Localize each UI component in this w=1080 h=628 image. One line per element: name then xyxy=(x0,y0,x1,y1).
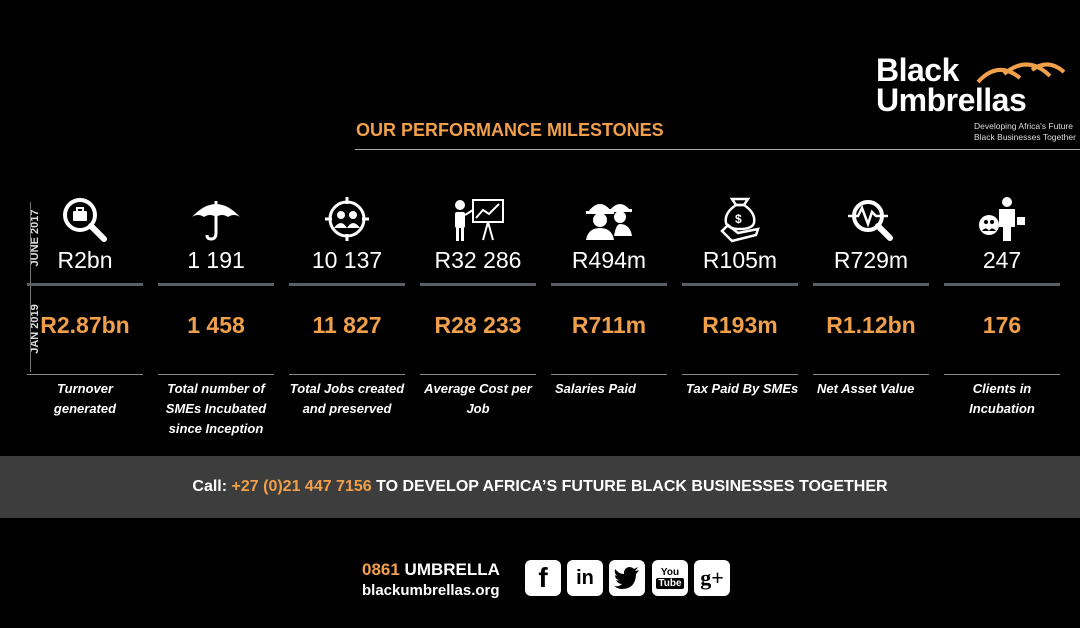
milestone-net-asset-value: R729m R1.12bn Net Asset Value xyxy=(811,195,931,435)
value-2019: R28 233 xyxy=(434,312,522,338)
milestone-label: Salaries Paid xyxy=(555,381,636,396)
brand-name-line1: Black xyxy=(876,52,959,88)
milestone-salaries: R494m R711m Salaries Paid xyxy=(549,195,669,435)
magnifier-pulse-icon xyxy=(811,195,931,243)
label-divider xyxy=(813,374,929,375)
footer-phone-number: 0861 xyxy=(362,560,400,579)
milestone-label: Total number of SMEs Incubated since Inc… xyxy=(165,381,267,436)
label-divider xyxy=(289,374,405,375)
heading-divider xyxy=(355,149,1080,150)
page-title: OUR PERFORMANCE MILESTONES xyxy=(356,120,664,140)
brand-name-line2: Umbrellas xyxy=(876,82,1027,118)
presenter-chart-icon xyxy=(418,195,538,243)
value-2019: R193m xyxy=(702,312,778,338)
businessman-group-icon xyxy=(942,195,1062,243)
value-divider xyxy=(682,283,798,286)
value-2017: R105m xyxy=(702,247,778,273)
cta-phone-link[interactable]: +27 (0)21 447 7156 xyxy=(231,478,372,495)
value-2017: R729m xyxy=(833,247,909,273)
umbrella-icon xyxy=(156,195,276,243)
people-target-icon xyxy=(287,195,407,243)
footer-phone[interactable]: 0861 UMBRELLA xyxy=(362,560,500,580)
linkedin-glyph: in xyxy=(576,566,594,589)
facebook-glyph: f xyxy=(538,562,548,593)
value-divider xyxy=(420,283,536,286)
milestone-jobs: 10 137 11 827 Total Jobs created and pre… xyxy=(287,195,407,435)
milestone-label: Clients in Incubation xyxy=(969,381,1035,416)
umbrella-arcs-icon xyxy=(976,62,1066,84)
milestone-label: Net Asset Value xyxy=(817,381,915,396)
youtube-glyph-top: You xyxy=(660,567,680,578)
facebook-icon[interactable]: f xyxy=(525,560,561,596)
briefcase-search-icon xyxy=(25,195,145,243)
value-2019: 1 458 xyxy=(187,312,245,338)
workers-hardhat-icon xyxy=(549,195,669,243)
value-divider xyxy=(813,283,929,286)
label-divider xyxy=(551,374,667,375)
value-2017: 1 191 xyxy=(187,247,245,273)
label-divider xyxy=(27,374,143,375)
svg-text:$: $ xyxy=(735,212,742,226)
value-2017: R32 286 xyxy=(434,247,522,273)
value-2019: R1.12bn xyxy=(826,312,916,338)
milestone-turnover: R2bn R2.87bn Turnover generated xyxy=(25,195,145,435)
milestone-label: Tax Paid By SMEs xyxy=(686,381,799,396)
value-2019: R711m xyxy=(571,312,647,338)
label-divider xyxy=(420,374,536,375)
cta-prefix: Call: xyxy=(192,478,232,495)
value-divider xyxy=(944,283,1060,286)
label-divider xyxy=(944,374,1060,375)
linkedin-icon[interactable]: in xyxy=(567,560,603,596)
money-bag-hand-icon: $ xyxy=(680,195,800,243)
call-to-action-band: Call: +27 (0)21 447 7156 TO DEVELOP AFRI… xyxy=(0,456,1080,518)
value-2017: R2bn xyxy=(57,247,113,273)
label-divider xyxy=(158,374,274,375)
value-2017: R494m xyxy=(571,247,647,273)
cta-suffix: TO DEVELOP AFRICA’S FUTURE BLACK BUSINES… xyxy=(371,478,888,495)
value-2017: 10 137 xyxy=(311,247,383,273)
period-divider xyxy=(30,202,31,372)
milestone-label: Average Cost per Job xyxy=(424,381,532,416)
milestone-label: Turnover generated xyxy=(53,381,117,416)
youtube-icon[interactable]: You Tube xyxy=(652,560,688,596)
footer-phone-word: UMBRELLA xyxy=(399,560,500,579)
label-divider xyxy=(682,374,798,375)
value-divider xyxy=(158,283,274,286)
value-divider xyxy=(551,283,667,286)
milestone-cost-per-job: R32 286 R28 233 Average Cost per Job xyxy=(418,195,538,435)
brand-tagline-line1: Developing Africa's Future xyxy=(974,121,1073,131)
brand-logo: Black Umbrellas Developing Africa's Futu… xyxy=(872,52,1076,147)
youtube-glyph-bottom: Tube xyxy=(656,578,684,589)
milestone-tax: $ R105m R193m Tax Paid By SMEs xyxy=(680,195,800,435)
milestone-label: Total Jobs created and preserved xyxy=(289,381,405,416)
google-plus-glyph: g+ xyxy=(700,565,724,590)
milestone-clients: 247 176 Clients in Incubation xyxy=(942,195,1062,435)
twitter-bird-shape xyxy=(614,567,639,589)
value-2019: R2.87bn xyxy=(40,312,130,338)
value-2017: 247 xyxy=(982,247,1022,273)
call-to-action-text: Call: +27 (0)21 447 7156 TO DEVELOP AFRI… xyxy=(0,456,1080,518)
milestone-smes-incubated: 1 191 1 458 Total number of SMEs Incubat… xyxy=(156,195,276,436)
brand-tagline-line2: Black Businesses Together xyxy=(974,132,1076,142)
value-2019: 176 xyxy=(982,312,1022,338)
footer-website-link[interactable]: blackumbrellas.org xyxy=(362,582,500,599)
value-divider xyxy=(289,283,405,286)
value-2019: 11 827 xyxy=(312,312,382,338)
google-plus-icon[interactable]: g+ xyxy=(694,560,730,596)
value-divider xyxy=(27,283,143,286)
twitter-icon[interactable] xyxy=(609,560,645,596)
